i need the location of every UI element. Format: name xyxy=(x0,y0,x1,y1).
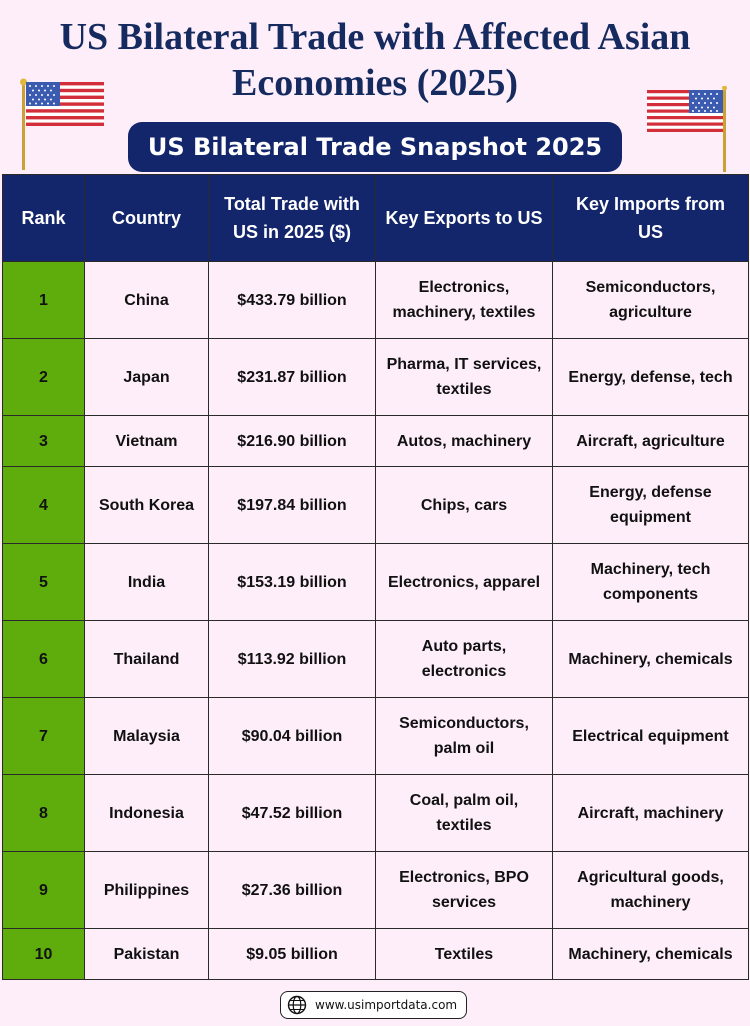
imports-cell: Aircraft, agriculture xyxy=(552,415,749,467)
imports-cell: Machinery, chemicals xyxy=(552,928,749,980)
rank-cell: 7 xyxy=(2,697,85,775)
exports-cell: Textiles xyxy=(375,928,553,980)
table-row: 5 India $153.19 billion Electronics, app… xyxy=(2,543,749,621)
rank-cell: 4 xyxy=(2,466,85,544)
table-row: 8 Indonesia $47.52 billion Coal, palm oi… xyxy=(2,774,749,852)
rank-cell: 10 xyxy=(2,928,85,980)
imports-cell: Machinery, tech components xyxy=(552,543,749,621)
country-cell: Indonesia xyxy=(84,774,209,852)
trade-cell: $47.52 billion xyxy=(208,774,376,852)
imports-cell: Energy, defense equipment xyxy=(552,466,749,544)
trade-cell: $113.92 billion xyxy=(208,620,376,698)
exports-cell: Auto parts, electronics xyxy=(375,620,553,698)
imports-cell: Aircraft, machinery xyxy=(552,774,749,852)
trade-cell: $433.79 billion xyxy=(208,261,376,339)
table-row: 2 Japan $231.87 billion Pharma, IT servi… xyxy=(2,338,749,416)
rank-cell: 9 xyxy=(2,851,85,929)
exports-cell: Electronics, BPO services xyxy=(375,851,553,929)
imports-cell: Electrical equipment xyxy=(552,697,749,775)
trade-cell: $231.87 billion xyxy=(208,338,376,416)
header-key-exports: Key Exports to US xyxy=(375,174,553,262)
country-cell: Philippines xyxy=(84,851,209,929)
table-row: 9 Philippines $27.36 billion Electronics… xyxy=(2,851,749,929)
imports-cell: Semiconductors, agriculture xyxy=(552,261,749,339)
rank-cell: 2 xyxy=(2,338,85,416)
rank-cell: 6 xyxy=(2,620,85,698)
country-cell: Malaysia xyxy=(84,697,209,775)
page-title: US Bilateral Trade with Affected Asian E… xyxy=(0,14,750,106)
subtitle-banner: US Bilateral Trade Snapshot 2025 xyxy=(128,122,622,172)
exports-cell: Chips, cars xyxy=(375,466,553,544)
rank-cell: 1 xyxy=(2,261,85,339)
table-header-row: Rank Country Total Trade with US in 2025… xyxy=(2,174,749,262)
website-badge[interactable]: www.usimportdata.com xyxy=(280,991,467,1019)
rank-cell: 5 xyxy=(2,543,85,621)
imports-cell: Agricultural goods, machinery xyxy=(552,851,749,929)
exports-cell: Pharma, IT services, textiles xyxy=(375,338,553,416)
rank-cell: 3 xyxy=(2,415,85,467)
trade-cell: $153.19 billion xyxy=(208,543,376,621)
table-row: 3 Vietnam $216.90 billion Autos, machine… xyxy=(2,415,749,467)
exports-cell: Electronics, machinery, textiles xyxy=(375,261,553,339)
rank-cell: 8 xyxy=(2,774,85,852)
header-key-imports: Key Imports from US xyxy=(552,174,749,262)
exports-cell: Coal, palm oil, textiles xyxy=(375,774,553,852)
header-total-trade: Total Trade with US in 2025 ($) xyxy=(208,174,376,262)
imports-cell: Machinery, chemicals xyxy=(552,620,749,698)
trade-cell: $90.04 billion xyxy=(208,697,376,775)
trade-cell: $9.05 billion xyxy=(208,928,376,980)
globe-icon xyxy=(287,995,307,1015)
trade-table: Rank Country Total Trade with US in 2025… xyxy=(2,174,749,980)
us-flag-icon xyxy=(647,86,727,172)
country-cell: Pakistan xyxy=(84,928,209,980)
title-line-2: Economies (2025) xyxy=(231,62,519,104)
country-cell: Vietnam xyxy=(84,415,209,467)
website-url: www.usimportdata.com xyxy=(315,998,458,1012)
header-rank: Rank xyxy=(2,174,85,262)
trade-cell: $216.90 billion xyxy=(208,415,376,467)
table-row: 6 Thailand $113.92 billion Auto parts, e… xyxy=(2,620,749,698)
table-row: 10 Pakistan $9.05 billion Textiles Machi… xyxy=(2,928,749,980)
country-cell: South Korea xyxy=(84,466,209,544)
exports-cell: Semiconductors, palm oil xyxy=(375,697,553,775)
trade-cell: $197.84 billion xyxy=(208,466,376,544)
table-row: 1 China $433.79 billion Electronics, mac… xyxy=(2,261,749,339)
imports-cell: Energy, defense, tech xyxy=(552,338,749,416)
title-line-1: US Bilateral Trade with Affected Asian xyxy=(59,16,691,58)
us-flag-icon xyxy=(20,78,104,170)
exports-cell: Electronics, apparel xyxy=(375,543,553,621)
country-cell: Thailand xyxy=(84,620,209,698)
country-cell: Japan xyxy=(84,338,209,416)
exports-cell: Autos, machinery xyxy=(375,415,553,467)
table-row: 4 South Korea $197.84 billion Chips, car… xyxy=(2,466,749,544)
trade-cell: $27.36 billion xyxy=(208,851,376,929)
country-cell: China xyxy=(84,261,209,339)
country-cell: India xyxy=(84,543,209,621)
table-row: 7 Malaysia $90.04 billion Semiconductors… xyxy=(2,697,749,775)
header-country: Country xyxy=(84,174,209,262)
